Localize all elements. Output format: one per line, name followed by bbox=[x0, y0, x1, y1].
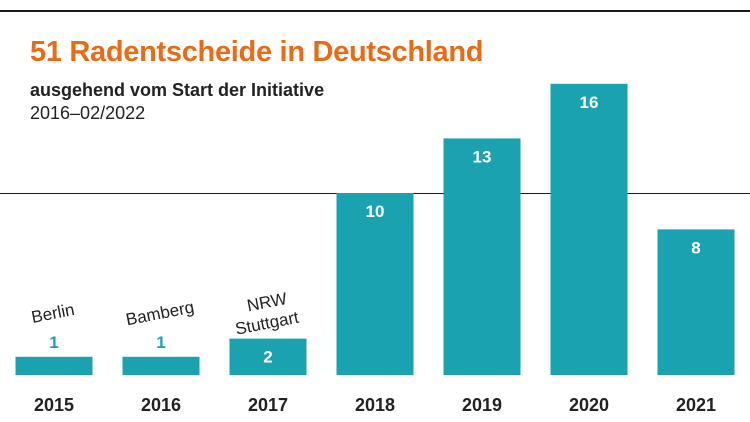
x-tick-label-2017: 2017 bbox=[248, 395, 288, 415]
x-tick-label-2020: 2020 bbox=[569, 395, 609, 415]
value-label-2018: 10 bbox=[366, 202, 385, 221]
value-label-2021: 8 bbox=[691, 238, 700, 257]
chart-period: 2016–02/2022 bbox=[30, 103, 146, 123]
bar-2020 bbox=[550, 83, 628, 376]
bar-2016 bbox=[122, 356, 200, 375]
annotation-2015-0: Berlin bbox=[30, 300, 76, 327]
value-label-2020: 16 bbox=[580, 93, 599, 112]
chart-subtitle: ausgehend vom Start der Initiative bbox=[30, 80, 325, 100]
value-label-2019: 13 bbox=[473, 147, 492, 166]
x-tick-label-2016: 2016 bbox=[141, 395, 181, 415]
chart-title: 51 Radentscheide in Deutschland bbox=[30, 36, 484, 68]
x-tick-label-2018: 2018 bbox=[355, 395, 395, 415]
value-label-2017: 2 bbox=[263, 348, 272, 367]
value-label-2015: 1 bbox=[49, 333, 58, 352]
bar-2021 bbox=[657, 229, 735, 375]
bar-2017 bbox=[229, 338, 307, 375]
annotation-2016-0: Bamberg bbox=[124, 297, 195, 329]
bar-2015 bbox=[15, 356, 93, 375]
x-tick-label-2021: 2021 bbox=[676, 395, 716, 415]
bar-2019 bbox=[443, 138, 521, 375]
x-tick-label-2015: 2015 bbox=[34, 395, 74, 415]
bar-2018 bbox=[336, 193, 414, 375]
value-label-2016: 1 bbox=[156, 333, 165, 352]
x-tick-label-2019: 2019 bbox=[462, 395, 502, 415]
annotation-2017-1: Stuttgart bbox=[234, 308, 301, 339]
top-rule bbox=[0, 10, 750, 12]
